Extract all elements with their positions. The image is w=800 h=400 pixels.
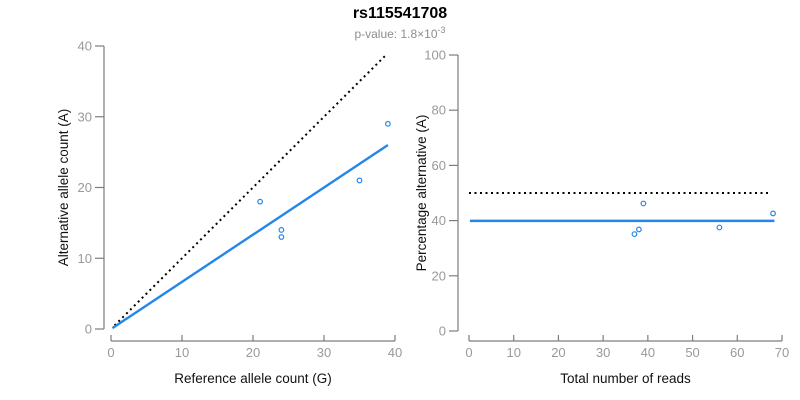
x-tick-label: 20: [551, 345, 565, 360]
y-tick-label: 0: [439, 324, 446, 339]
x-tick-label: 30: [317, 345, 331, 360]
data-point: [385, 120, 391, 127]
p-value-exponent: -3: [437, 25, 446, 35]
y-tick-label: 100: [424, 48, 446, 63]
figure-subtitle: p-value: 1.8×10-3: [0, 25, 800, 41]
data-point: [631, 231, 638, 238]
data-point: [640, 200, 647, 207]
y-axis-title: Percentage alternative (A): [414, 115, 429, 272]
y-tick-label: 60: [432, 158, 446, 173]
data-point: [278, 227, 285, 233]
x-tick-label: 10: [175, 345, 189, 360]
x-tick-label: 40: [641, 345, 655, 360]
identity-line: [113, 54, 387, 327]
x-tick-label: 60: [730, 345, 744, 360]
data-point: [770, 210, 776, 217]
y-tick-label: 30: [78, 109, 92, 124]
data-point: [278, 234, 285, 240]
y-tick-label: 40: [78, 39, 92, 54]
x-axis-title: Total number of reads: [560, 371, 691, 386]
fit-line: [111, 144, 389, 330]
y-axis-title: Alternative allele count (A): [56, 109, 71, 267]
figure-title: rs115541708: [352, 5, 448, 22]
x-tick-label: 20: [246, 345, 260, 360]
y-tick-label: 0: [85, 322, 92, 337]
x-tick-label: 50: [685, 345, 699, 360]
x-tick-label: 10: [506, 345, 520, 360]
data-point: [257, 198, 264, 205]
x-axis-title: Reference allele count (G): [174, 371, 332, 386]
y-tick-label: 80: [432, 103, 446, 118]
data-point: [716, 224, 723, 231]
x-tick-label: 70: [775, 345, 789, 360]
y-tick-label: 40: [432, 213, 446, 228]
p-value-label: p-value: 1.8×10: [354, 27, 438, 41]
y-tick-label: 20: [432, 268, 446, 283]
x-tick-label: 0: [107, 345, 114, 360]
x-tick-label: 0: [465, 345, 472, 360]
y-tick-label: 10: [78, 251, 92, 266]
data-point: [356, 177, 363, 184]
x-tick-label: 40: [388, 345, 402, 360]
data-point: [636, 226, 642, 233]
y-tick-label: 20: [78, 180, 92, 195]
x-tick-label: 30: [596, 345, 610, 360]
